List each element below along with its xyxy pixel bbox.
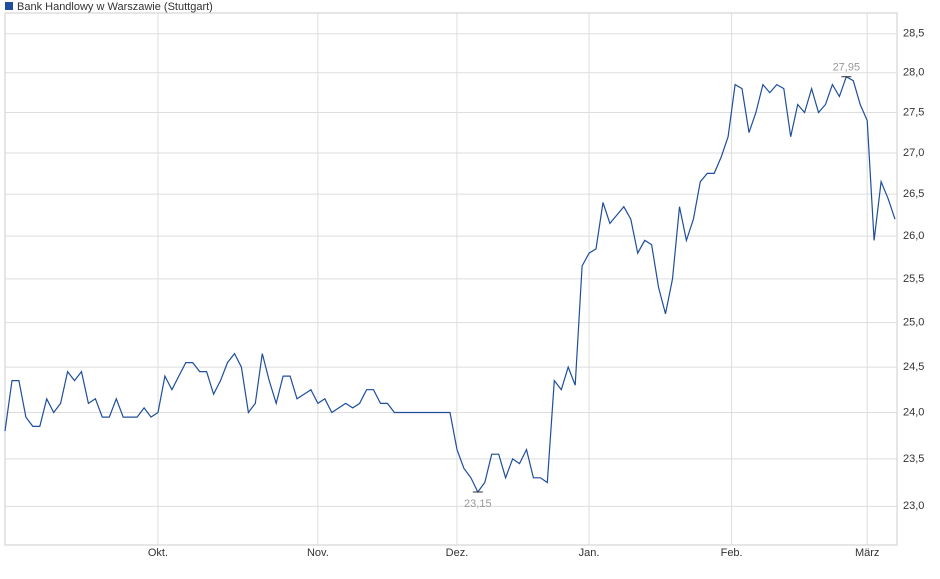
x-tick-label: Dez.	[446, 547, 469, 559]
y-tick-label: 24,5	[903, 361, 924, 373]
annotation-label: 23,15	[464, 498, 492, 510]
legend-swatch	[5, 2, 13, 10]
x-tick-label: Feb.	[721, 547, 743, 559]
y-tick-label: 28,5	[903, 28, 924, 40]
y-tick-label: 28,0	[903, 67, 924, 79]
x-tick-label: Okt.	[148, 547, 168, 559]
y-tick-label: 23,5	[903, 453, 924, 465]
y-tick-label: 25,5	[903, 273, 924, 285]
y-tick-label: 27,0	[903, 147, 924, 159]
y-tick-label: 23,0	[903, 500, 924, 512]
y-tick-label: 26,5	[903, 188, 924, 200]
x-tick-label: Nov.	[307, 547, 329, 559]
y-tick-label: 26,0	[903, 230, 924, 242]
y-tick-label: 27,5	[903, 106, 924, 118]
price-line	[4, 75, 896, 494]
y-tick-label: 24,0	[903, 406, 924, 418]
x-tick-label: Jan.	[579, 547, 600, 559]
annotation-label: 27,95	[833, 62, 861, 74]
y-tick-label: 25,0	[903, 316, 924, 328]
legend-label: Bank Handlowy w Warszawie (Stuttgart)	[17, 1, 213, 13]
x-tick-label: März	[855, 547, 879, 559]
